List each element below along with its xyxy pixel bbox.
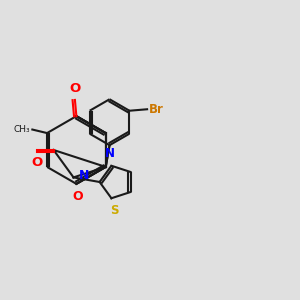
Text: N: N <box>79 169 89 182</box>
Text: S: S <box>110 204 118 217</box>
Text: O: O <box>32 156 43 169</box>
Text: O: O <box>69 82 80 94</box>
Text: CH₃: CH₃ <box>14 125 30 134</box>
Text: Br: Br <box>148 103 164 116</box>
Text: N: N <box>105 147 115 160</box>
Text: O: O <box>73 190 83 203</box>
